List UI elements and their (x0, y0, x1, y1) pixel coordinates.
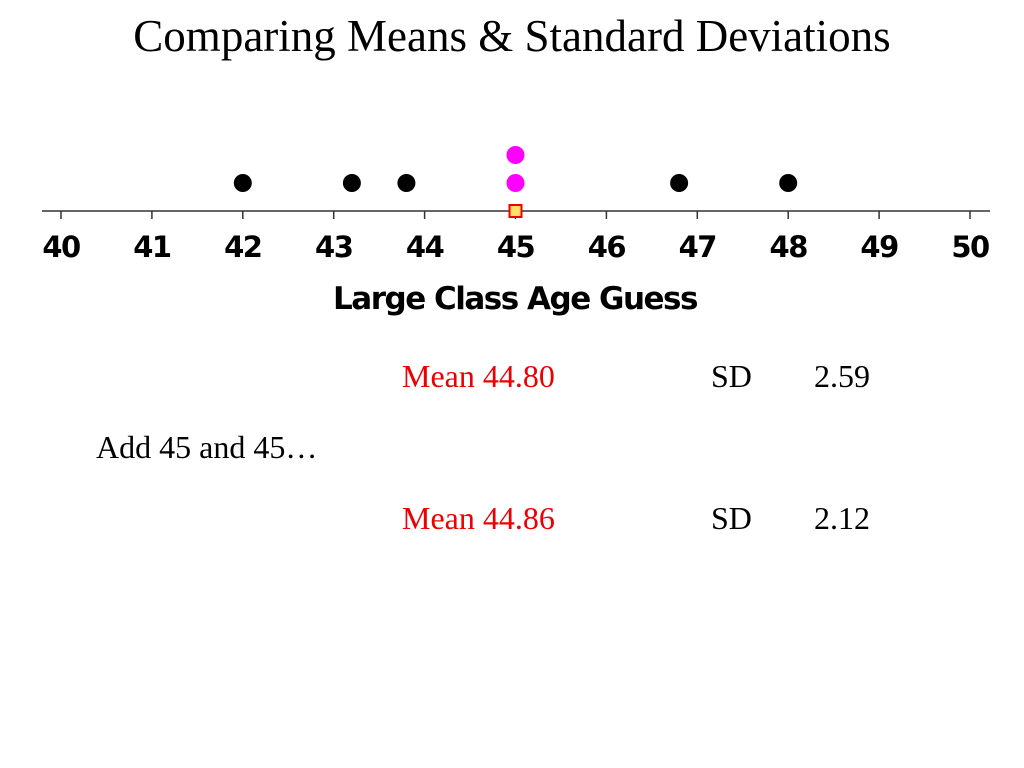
data-point-dot (779, 174, 798, 192)
x-tick-label: 44 (406, 230, 444, 264)
data-point-dot (506, 146, 525, 164)
data-point-marker-square (508, 204, 523, 218)
x-tick-label: 45 (497, 230, 535, 264)
data-points (233, 146, 798, 218)
sd-label-2: SD (711, 500, 752, 536)
slide-note: Add 45 and 45… (96, 429, 318, 465)
x-axis-ticks: 40 41 42 43 44 45 46 47 48 49 50 (42, 211, 990, 264)
mean-value-2: Mean 44.86 (402, 500, 555, 536)
x-tick-label: 42 (224, 230, 261, 264)
mean-value-1: Mean 44.80 (402, 358, 555, 394)
x-tick-label: 50 (951, 230, 989, 264)
slide-title: Comparing Means & Standard Deviations (133, 11, 891, 61)
data-point-dot (397, 174, 416, 192)
x-tick-label: 47 (679, 230, 716, 264)
data-point-dot (506, 174, 525, 192)
x-tick-label: 40 (42, 230, 80, 264)
sd-value-1: 2.59 (814, 358, 870, 394)
x-tick-label: 49 (860, 230, 898, 264)
data-point-dot (342, 174, 361, 192)
sd-label-1: SD (711, 358, 752, 394)
x-tick-label: 41 (133, 230, 171, 264)
sd-value-2: 2.12 (814, 500, 870, 536)
dot-plot: 40 41 42 43 44 45 46 47 48 49 50 Large Class Age G… (42, 146, 990, 317)
x-tick-label: 43 (315, 230, 352, 264)
x-tick-label: 46 (588, 230, 626, 264)
x-axis-label: Large Class Age Guess (333, 281, 697, 317)
data-point-dot (233, 174, 252, 192)
x-tick-label: 48 (770, 230, 808, 264)
data-point-dot (670, 174, 689, 192)
